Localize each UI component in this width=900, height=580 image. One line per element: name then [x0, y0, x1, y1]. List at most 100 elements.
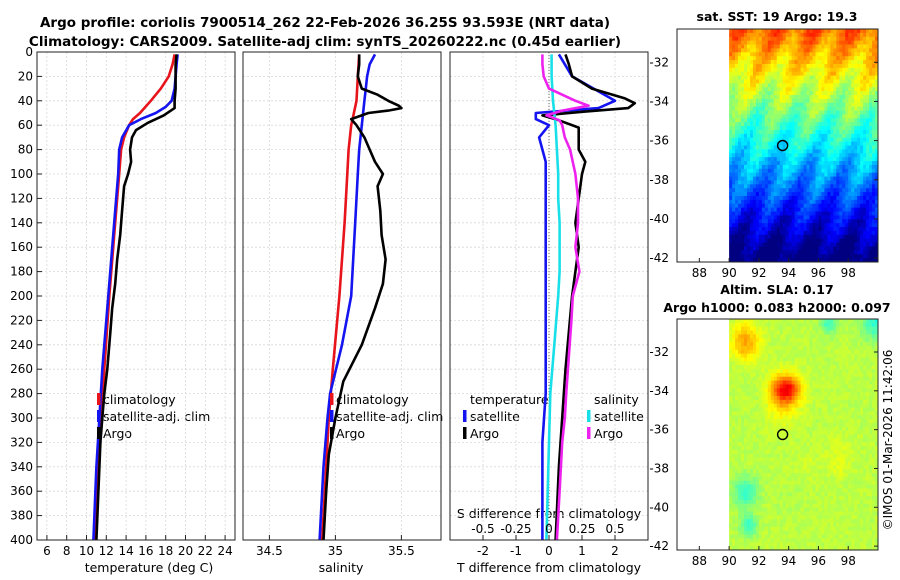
heatmap-cell [827, 180, 831, 185]
heatmap-cell [809, 411, 813, 416]
x-tick-label: 2 [611, 544, 619, 558]
heatmap-cell [744, 118, 748, 123]
heatmap-cell [815, 195, 819, 201]
heatmap-cell [788, 188, 793, 193]
heatmap-cell [779, 238, 784, 243]
heatmap-cell [860, 83, 864, 88]
heatmap-cell [809, 192, 813, 197]
y-tick-label: 100 [10, 167, 33, 181]
heatmap-cell [803, 215, 807, 220]
heatmap-cell [806, 149, 810, 154]
heatmap-cell [732, 349, 736, 355]
heatmap-cell [824, 60, 828, 65]
heatmap-cell [845, 79, 849, 84]
heatmap-cell [866, 258, 870, 263]
heatmap-cell [842, 365, 846, 370]
heatmap-cell [782, 219, 787, 224]
heatmap-cell [752, 330, 757, 335]
heatmap-cell [824, 234, 828, 240]
heatmap-cell [758, 361, 763, 366]
heatmap-cell [732, 137, 736, 143]
heatmap-cell [806, 145, 810, 150]
heatmap-cell [729, 211, 733, 216]
heatmap-cell [782, 399, 787, 405]
heatmap-cell [815, 238, 819, 243]
heatmap-cell [797, 91, 801, 96]
heatmap-cell [827, 349, 831, 355]
heatmap-cell [782, 149, 787, 154]
heatmap-cell [812, 330, 816, 335]
heatmap-cell [833, 98, 837, 104]
heatmap-cell [744, 199, 748, 205]
heatmap-cell [827, 207, 831, 212]
heatmap-cell [806, 129, 810, 135]
heatmap-cell [854, 118, 858, 123]
heatmap-cell [764, 67, 769, 73]
heatmap-cell [845, 32, 849, 38]
heatmap-cell [848, 52, 852, 57]
heatmap-cell [758, 330, 763, 335]
heatmap-cell [749, 106, 754, 111]
heatmap-cell [806, 230, 810, 236]
heatmap-cell [767, 349, 772, 355]
heatmap-cell [764, 36, 769, 42]
heatmap-cell [833, 176, 837, 181]
heatmap-cell [815, 422, 819, 428]
heatmap-cell [755, 168, 760, 174]
heatmap-cell [806, 133, 810, 139]
heatmap-cell [845, 29, 849, 34]
heatmap-cell [785, 71, 790, 76]
heatmap-cell [809, 242, 813, 247]
heatmap-cell [848, 399, 852, 405]
heatmap-cell [857, 203, 861, 209]
heatmap-cell [851, 106, 855, 111]
heatmap-cell [782, 126, 787, 131]
heatmap-cell [806, 392, 810, 397]
y-tick-label: 400 [10, 533, 33, 547]
heatmap-cell [800, 211, 804, 216]
heatmap-cell [773, 422, 778, 428]
heatmap-cell [845, 384, 849, 389]
heatmap-cell [872, 442, 876, 447]
heatmap-cell [797, 122, 801, 127]
heatmap-cell [755, 207, 760, 212]
heatmap-cell [857, 419, 861, 424]
heatmap-cell [797, 234, 801, 240]
heatmap-cell [735, 114, 739, 119]
heatmap-cell [738, 184, 742, 189]
heatmap-cell [830, 334, 834, 339]
heatmap-cell [791, 223, 796, 228]
heatmap-cell [785, 75, 790, 80]
heatmap-cell [729, 399, 733, 405]
heatmap-cell [767, 114, 772, 119]
heatmap-cell [869, 153, 873, 158]
heatmap-cell [755, 419, 760, 424]
heatmap-cell [761, 396, 766, 401]
heatmap-cell [776, 319, 781, 324]
heatmap-cell [830, 110, 834, 115]
heatmap-cell [770, 98, 775, 104]
heatmap-cell [779, 345, 784, 351]
heatmap-cell [800, 153, 804, 158]
heatmap-cell [767, 60, 772, 65]
heatmap-cell [755, 141, 760, 146]
heatmap-cell [782, 376, 787, 381]
heatmap-cell [767, 192, 772, 197]
heatmap-cell [818, 215, 822, 220]
heatmap-cell [785, 415, 790, 420]
heatmap-cell [836, 145, 840, 150]
heatmap-cell [860, 137, 864, 143]
heatmap-cell [842, 411, 846, 416]
heatmap-cell [827, 438, 831, 443]
heatmap-cell [842, 95, 846, 100]
heatmap-cell [741, 83, 745, 88]
heatmap-cell [738, 411, 742, 416]
heatmap-cell [839, 380, 843, 385]
heatmap-cell [848, 349, 852, 355]
heatmap-cell [749, 246, 754, 251]
heatmap-cell [797, 415, 801, 420]
heatmap-cell [845, 446, 849, 451]
heatmap-cell [746, 114, 751, 119]
heatmap-cell [833, 345, 837, 351]
heatmap-cell [863, 449, 867, 455]
